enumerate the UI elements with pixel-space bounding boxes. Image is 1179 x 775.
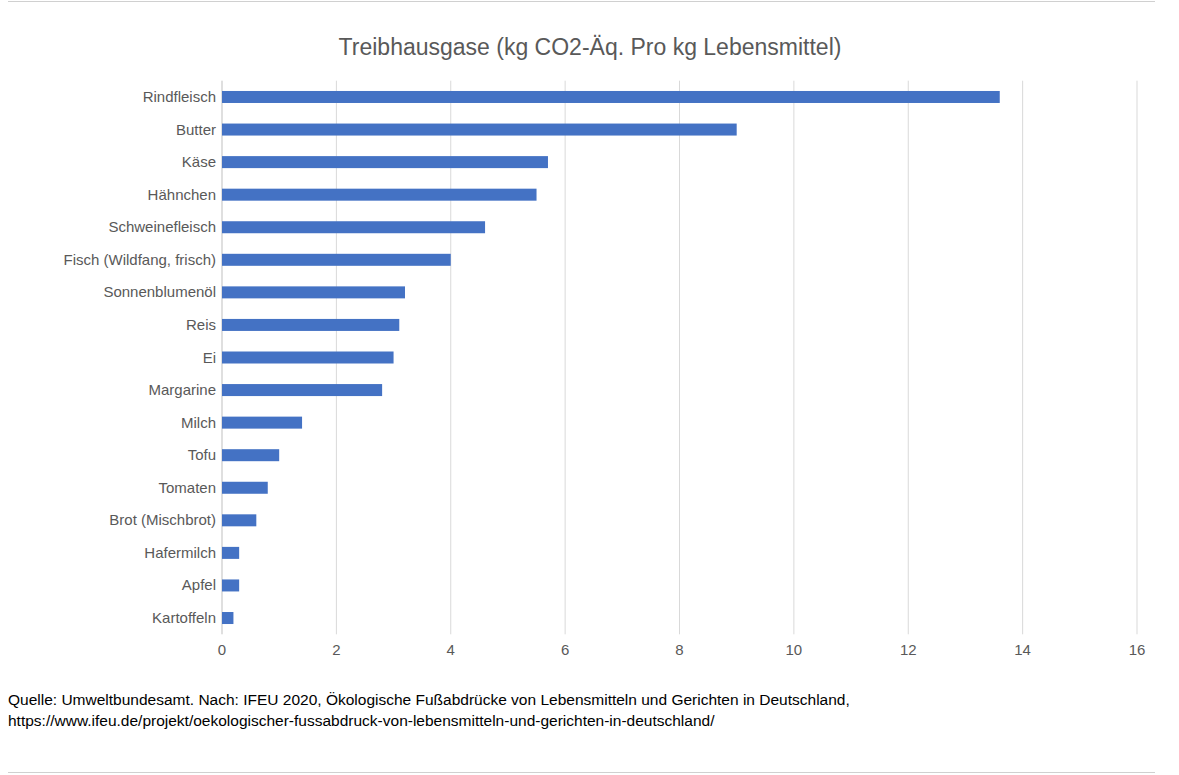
category-label: Kartoffeln [152, 609, 216, 626]
bar [222, 547, 239, 559]
grid-line [1137, 81, 1138, 635]
category-label: Hafermilch [144, 544, 216, 561]
category-label: Milch [181, 414, 216, 431]
bar [222, 579, 239, 591]
tick-label: 0 [218, 641, 226, 658]
tick-label: 2 [332, 641, 340, 658]
bar [222, 189, 537, 201]
grid-line [679, 81, 680, 635]
source-text: https://www.ifeu.de/projekt/oekologische… [8, 712, 715, 729]
category-label: Tofu [188, 446, 216, 463]
category-label: Brot (Mischbrot) [109, 511, 216, 528]
category-label: Rindfleisch [143, 88, 216, 105]
category-label: Reis [186, 316, 216, 333]
category-label: Ei [203, 349, 216, 366]
tick-label: 14 [1014, 641, 1031, 658]
bar [222, 417, 302, 429]
bar [222, 91, 1000, 103]
category-label: Butter [176, 121, 216, 138]
separator [8, 772, 1155, 773]
separator [8, 1, 1155, 2]
category-label: Hähnchen [148, 186, 216, 203]
tick-label: 6 [561, 641, 569, 658]
bars [222, 91, 1000, 624]
grid-line [565, 81, 566, 635]
bar [222, 384, 382, 396]
chart: Treibhausgase (kg CO2-Äq. Pro kg Lebensm… [0, 0, 1179, 775]
category-label: Apfel [182, 576, 216, 593]
bar [222, 612, 233, 624]
bar [222, 124, 737, 136]
bar [222, 254, 451, 266]
grid-line [1022, 81, 1023, 635]
bar [222, 352, 394, 364]
grid-line [793, 81, 794, 635]
chart-title: Treibhausgase (kg CO2-Äq. Pro kg Lebensm… [339, 34, 842, 60]
bar [222, 482, 268, 494]
bar [222, 286, 405, 298]
tick-label: 8 [675, 641, 683, 658]
category-label: Sonnenblumenöl [103, 283, 216, 300]
bar [222, 319, 399, 331]
tick-label: 4 [447, 641, 455, 658]
tick-label: 16 [1129, 641, 1146, 658]
bar [222, 514, 256, 526]
category-label: Tomaten [158, 479, 216, 496]
category-label: Fisch (Wildfang, frisch) [63, 251, 216, 268]
bar [222, 221, 485, 233]
bar [222, 156, 548, 168]
bar [222, 449, 279, 461]
tick-label: 10 [786, 641, 803, 658]
grid-line [908, 81, 909, 635]
category-label: Margarine [148, 381, 216, 398]
source-text: Quelle: Umweltbundesamt. Nach: IFEU 2020… [8, 691, 850, 708]
tick-label: 12 [900, 641, 917, 658]
category-label: Schweinefleisch [108, 218, 216, 235]
category-label: Käse [182, 153, 216, 170]
